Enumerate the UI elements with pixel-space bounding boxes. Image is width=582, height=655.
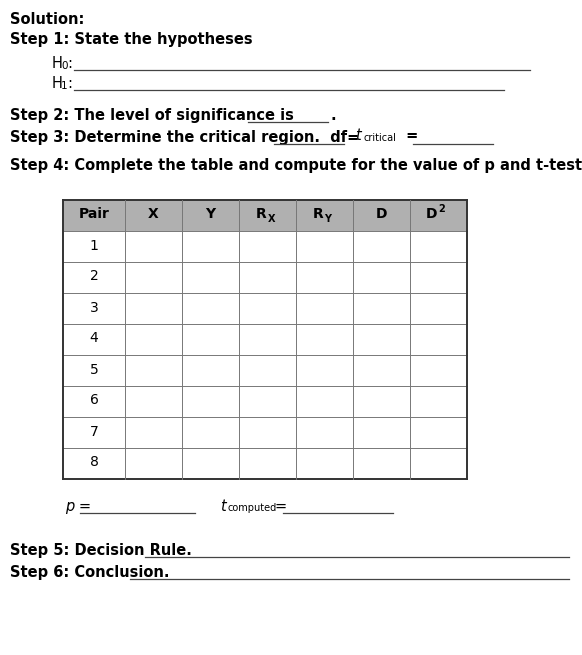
Bar xyxy=(63,417,467,448)
Text: 5: 5 xyxy=(90,362,98,377)
Text: Step 6: Conclusion.: Step 6: Conclusion. xyxy=(10,565,169,580)
Text: 6: 6 xyxy=(90,394,98,407)
Text: Y: Y xyxy=(325,214,332,223)
Text: Solution:: Solution: xyxy=(10,12,84,27)
Text: p =: p = xyxy=(65,499,96,514)
Text: Step 4: Complete the table and compute for the value of p and t-test.: Step 4: Complete the table and compute f… xyxy=(10,158,582,173)
Text: 1: 1 xyxy=(61,81,68,91)
Bar xyxy=(63,200,467,231)
Text: 2: 2 xyxy=(438,204,445,214)
Text: H: H xyxy=(52,56,63,71)
Bar xyxy=(63,293,467,324)
Text: 7: 7 xyxy=(90,424,98,438)
Text: Y: Y xyxy=(205,208,215,221)
Text: Pair: Pair xyxy=(79,208,109,221)
Text: H: H xyxy=(52,76,63,91)
Text: critical: critical xyxy=(363,133,396,143)
Text: Step 1: State the hypotheses: Step 1: State the hypotheses xyxy=(10,32,253,47)
Bar xyxy=(63,448,467,479)
Text: t: t xyxy=(220,499,226,514)
Bar xyxy=(63,324,467,355)
Text: 1: 1 xyxy=(90,238,98,252)
Bar xyxy=(63,231,467,262)
Text: =: = xyxy=(274,499,286,514)
Text: t: t xyxy=(355,128,361,143)
Text: R: R xyxy=(255,208,267,221)
Text: R: R xyxy=(313,208,324,221)
Text: 0: 0 xyxy=(61,61,68,71)
Text: D: D xyxy=(376,208,387,221)
Text: Step 5: Decision Rule.: Step 5: Decision Rule. xyxy=(10,543,192,558)
Text: Step 3: Determine the critical region.  df=: Step 3: Determine the critical region. d… xyxy=(10,130,359,145)
Text: D: D xyxy=(426,208,438,221)
Bar xyxy=(63,262,467,293)
Text: :: : xyxy=(67,76,72,91)
Text: 4: 4 xyxy=(90,331,98,345)
Text: 2: 2 xyxy=(90,269,98,284)
Text: computed: computed xyxy=(227,503,276,513)
Text: Step 2: The level of significance is: Step 2: The level of significance is xyxy=(10,108,294,123)
Bar xyxy=(63,355,467,386)
Text: .: . xyxy=(330,108,336,123)
Text: 3: 3 xyxy=(90,301,98,314)
Text: X: X xyxy=(268,214,275,223)
Bar xyxy=(63,386,467,417)
Text: :: : xyxy=(67,56,72,71)
Text: 8: 8 xyxy=(90,455,98,470)
Text: =: = xyxy=(401,128,418,143)
Text: X: X xyxy=(148,208,159,221)
